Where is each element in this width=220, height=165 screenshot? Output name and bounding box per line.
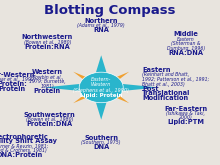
Text: (Towbin et al.,: (Towbin et al., xyxy=(31,75,64,80)
Polygon shape xyxy=(73,85,105,103)
Text: DNA:Protein: DNA:Protein xyxy=(0,152,43,158)
Text: 1992; Patterson et al., 1991;: 1992; Patterson et al., 1991; xyxy=(142,77,209,82)
Text: Bhatt et al., 2003): Bhatt et al., 2003) xyxy=(142,82,185,87)
Text: Western: Western xyxy=(91,82,111,87)
Text: Blotting Compass: Blotting Compass xyxy=(44,4,176,17)
Text: Electrophoretic: Electrophoretic xyxy=(0,134,48,140)
Text: Eastern-: Eastern- xyxy=(91,77,111,82)
Text: Fried & Crothers, 1981): Fried & Crothers, 1981) xyxy=(0,148,47,153)
Text: Northwestern: Northwestern xyxy=(22,34,73,40)
Polygon shape xyxy=(97,72,129,90)
Text: (Blanar et al., 1992): (Blanar et al., 1992) xyxy=(0,77,35,82)
Polygon shape xyxy=(73,72,105,90)
Text: Protein: Protein xyxy=(34,88,61,94)
Text: Lipid: Protein: Lipid: Protein xyxy=(80,93,122,98)
Text: Far-Eastern: Far-Eastern xyxy=(164,106,207,112)
Text: 1979; Burnette,: 1979; Burnette, xyxy=(29,79,66,84)
Text: Protein:DNA: Protein:DNA xyxy=(26,121,73,127)
Text: DNA: DNA xyxy=(93,144,109,150)
Text: Mobility Shift Assay: Mobility Shift Assay xyxy=(0,138,57,144)
Text: Far-Western: Far-Western xyxy=(0,72,35,78)
Polygon shape xyxy=(91,55,111,87)
Text: RNA: RNA xyxy=(93,27,109,33)
Text: Modification: Modification xyxy=(142,95,188,101)
Text: Protein:RNA: Protein:RNA xyxy=(24,44,70,50)
Text: Northern: Northern xyxy=(84,18,118,24)
Text: Post: Post xyxy=(142,86,158,92)
Ellipse shape xyxy=(79,72,123,103)
Text: (Bowen et al., 1980): (Bowen et al., 1980) xyxy=(24,40,71,45)
Polygon shape xyxy=(91,87,111,120)
Text: Western: Western xyxy=(32,69,63,75)
Text: (Reinhart and Bhatt,: (Reinhart and Bhatt, xyxy=(142,72,189,77)
Text: 1981): 1981) xyxy=(40,84,54,89)
Text: Dumburg, 1996): Dumburg, 1996) xyxy=(167,46,205,51)
Text: (Bowen et al., 1980): (Bowen et al., 1980) xyxy=(26,117,73,122)
Text: (Adams et al., 1979): (Adams et al., 1979) xyxy=(77,23,125,28)
Text: (Shterman &: (Shterman & xyxy=(171,41,201,46)
Text: RNA:DNA: RNA:DNA xyxy=(168,50,204,56)
Polygon shape xyxy=(44,82,101,93)
Text: (Garner & Revzin, 1981;: (Garner & Revzin, 1981; xyxy=(0,144,48,149)
Text: (Ishikawa & Taki,: (Ishikawa & Taki, xyxy=(166,111,205,116)
Text: Translational: Translational xyxy=(142,90,190,96)
Polygon shape xyxy=(101,82,158,93)
Text: Protein:: Protein: xyxy=(0,81,27,87)
Text: Southwestern: Southwestern xyxy=(24,112,75,118)
Text: Protein: Protein xyxy=(0,86,26,92)
Text: (Stephens et al., 1990): (Stephens et al., 1990) xyxy=(73,88,129,93)
Text: Lipid:PTM: Lipid:PTM xyxy=(167,119,204,125)
Text: Southern: Southern xyxy=(84,135,118,141)
Text: (Southern, 1975): (Southern, 1975) xyxy=(81,140,121,145)
Polygon shape xyxy=(97,85,129,103)
Text: Middle: Middle xyxy=(173,32,198,37)
Text: Eastern: Eastern xyxy=(177,37,195,42)
Text: 2000): 2000) xyxy=(179,115,193,120)
Text: Eastern: Eastern xyxy=(142,67,170,73)
